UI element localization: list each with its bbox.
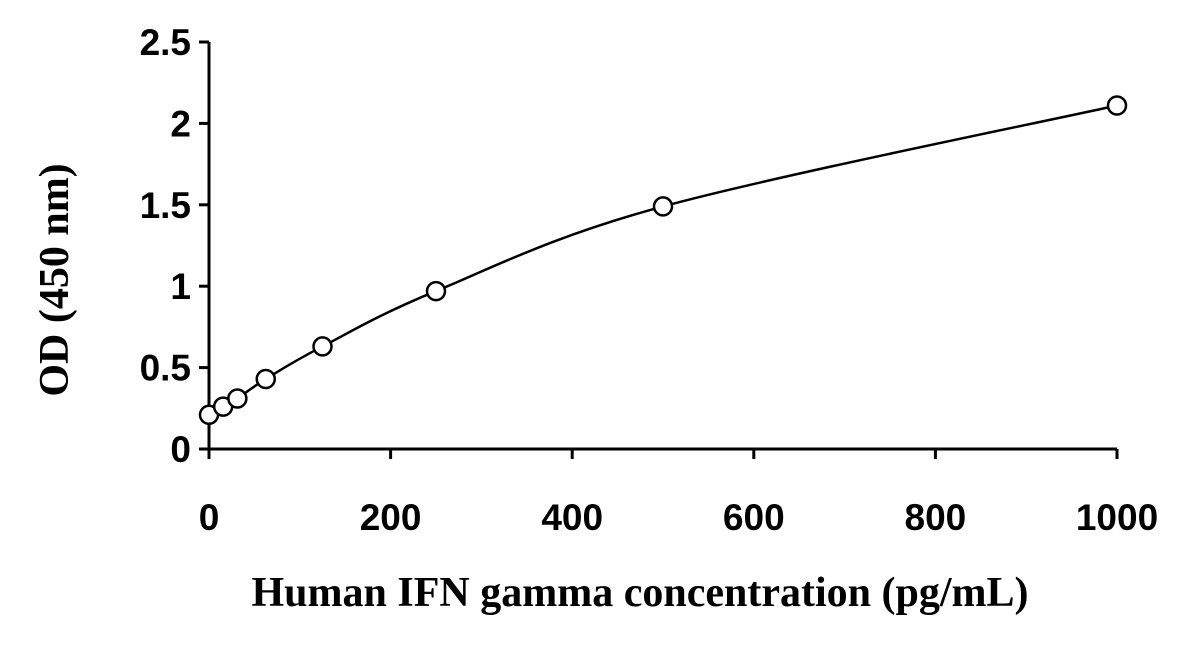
data-point (425, 280, 447, 302)
x-axis-label: Human IFN gamma concentration (pg/mL) (252, 570, 1029, 616)
x-tick-label: 600 (723, 497, 785, 538)
y-tick-label: 1.5 (140, 185, 191, 226)
y-axis-label: OD (450 nm) (32, 163, 78, 396)
x-tick-label: 400 (541, 497, 603, 538)
y-tick-label: 2 (170, 103, 191, 144)
fit-curve (208, 104, 1118, 416)
y-tick-label: 0.5 (140, 348, 191, 389)
x-tick-label: 0 (199, 497, 220, 538)
y-tick-label: 2.5 (140, 22, 191, 63)
x-tick-label: 200 (360, 497, 422, 538)
y-tick-label: 1 (170, 266, 191, 307)
x-tick-label: 1000 (1076, 497, 1158, 538)
data-point (1106, 95, 1128, 116)
data-point (312, 336, 333, 357)
x-tick-label: 800 (905, 497, 967, 538)
data-point (255, 368, 276, 390)
data-point (227, 388, 248, 409)
y-tick-label: 0 (170, 429, 191, 470)
data-point (652, 196, 674, 217)
